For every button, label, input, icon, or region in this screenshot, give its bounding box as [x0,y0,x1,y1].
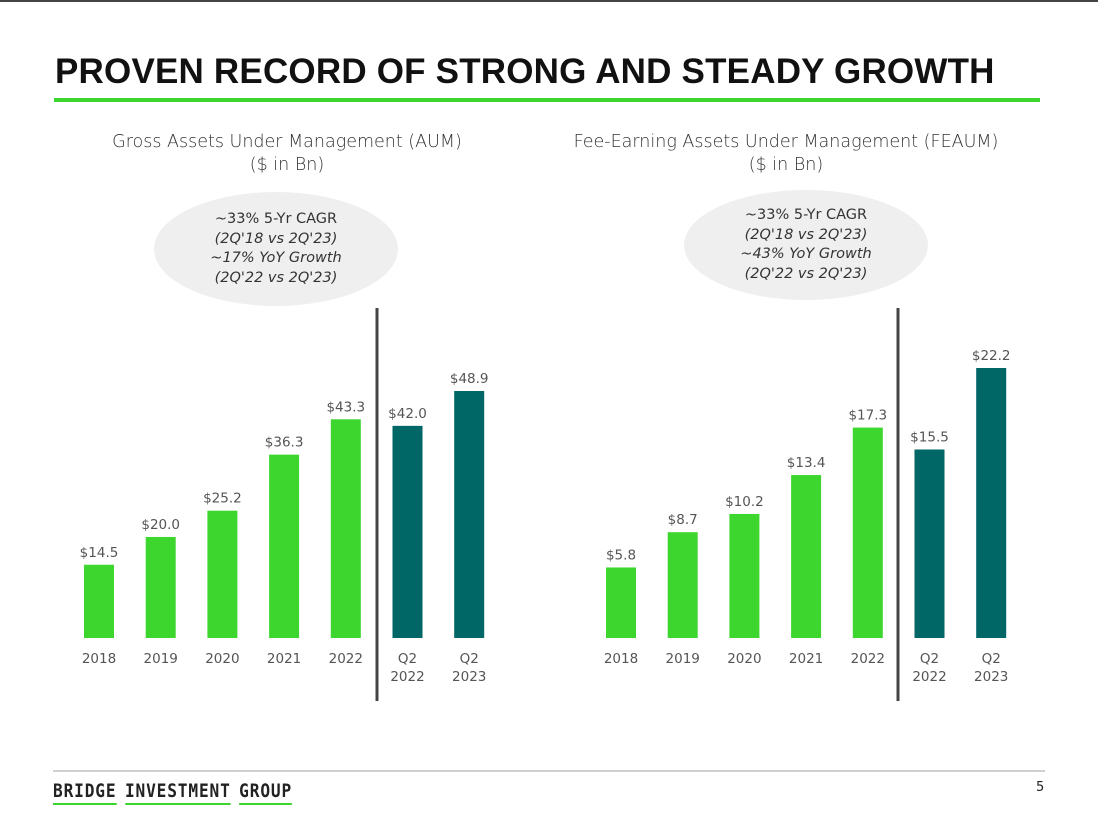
x-tick-label: 2023 [452,669,486,685]
data-label: $43.3 [326,399,365,415]
aum-cagr: ~33% 5-Yr CAGR [214,211,338,227]
logo-word: GROUP [239,780,293,805]
x-tick-label: 2018 [82,651,116,667]
feaum-chart-title: Fee-Earning Assets Under Management (FEA… [546,131,1026,177]
footer-divider [53,770,1045,772]
bar [145,536,176,638]
bar [84,564,114,638]
aum-yoy-period: (2Q'22 vs 2Q'23) [214,269,338,286]
data-label: $42.0 [388,406,427,422]
data-label: $10.2 [725,494,764,510]
aum-cagr-period: (2Q'18 vs 2Q'23) [214,230,338,247]
bar [454,391,485,638]
page-number: 5 [1036,780,1045,795]
aum-subtitle: ($ in Bn) [249,155,325,175]
data-label: $36.3 [265,435,304,451]
title-underline [54,98,1040,102]
data-label: $17.3 [848,408,887,424]
company-logo: BRIDGE INVESTMENT GROUP [53,780,301,805]
aum-yoy: ~17% YoY Growth [210,250,342,266]
x-tick-label: 2023 [974,669,1008,685]
page-title: PROVEN RECORD OF STRONG AND STEADY GROWT… [55,52,995,91]
x-tick-label: 2020 [205,651,239,667]
data-label: $5.8 [606,547,636,563]
feaum-yoy-period: (2Q'22 vs 2Q'23) [744,265,868,282]
x-tick-label: Q2 [460,651,479,667]
feaum-title: Fee-Earning Assets Under Management (FEA… [573,132,999,152]
bar [667,532,698,638]
x-tick-label: 2022 [390,669,424,685]
x-tick-label: 2020 [727,651,761,667]
feaum-yoy: ~43% YoY Growth [740,246,872,262]
data-label: $48.9 [450,371,489,387]
x-tick-label: 2021 [267,651,301,667]
bar [729,513,760,638]
x-tick-label: 2022 [329,651,363,667]
bar [606,567,636,638]
feaum-growth-callout: ~33% 5-Yr CAGR (2Q'18 vs 2Q'23) ~43% YoY… [684,190,928,300]
bar [392,425,423,638]
feaum-cagr: ~33% 5-Yr CAGR [744,207,868,223]
x-tick-label: Q2 [398,651,417,667]
x-tick-label: 2022 [912,669,946,685]
logo-word: BRIDGE [53,780,117,805]
bar [976,368,1007,638]
x-tick-label: 2019 [666,651,700,667]
aum-chart-title: Gross Assets Under Management (AUM) ($ i… [47,131,527,177]
bar [914,449,945,638]
data-label: $13.4 [787,455,826,471]
data-label: $8.7 [668,512,698,528]
bar [852,427,883,638]
data-label: $14.5 [80,545,119,561]
logo-word: INVESTMENT [124,780,231,805]
data-label: $22.2 [972,348,1011,364]
bar [207,510,238,638]
x-tick-label: 2022 [851,651,885,667]
top-border [0,0,1098,2]
data-label: $15.5 [910,429,949,445]
bar [791,475,822,638]
bar [269,454,300,638]
x-tick-label: 2018 [604,651,638,667]
feaum-subtitle: ($ in Bn) [748,155,824,175]
data-label: $25.2 [203,491,242,507]
bar [330,419,361,638]
data-label: $20.0 [141,517,180,533]
x-tick-label: Q2 [982,651,1001,667]
aum-growth-callout: ~33% 5-Yr CAGR (2Q'18 vs 2Q'23) ~17% YoY… [154,192,398,306]
x-tick-label: Q2 [920,651,939,667]
aum-title: Gross Assets Under Management (AUM) [112,132,462,152]
feaum-cagr-period: (2Q'18 vs 2Q'23) [744,226,868,243]
x-tick-label: 2021 [789,651,823,667]
x-tick-label: 2019 [144,651,178,667]
